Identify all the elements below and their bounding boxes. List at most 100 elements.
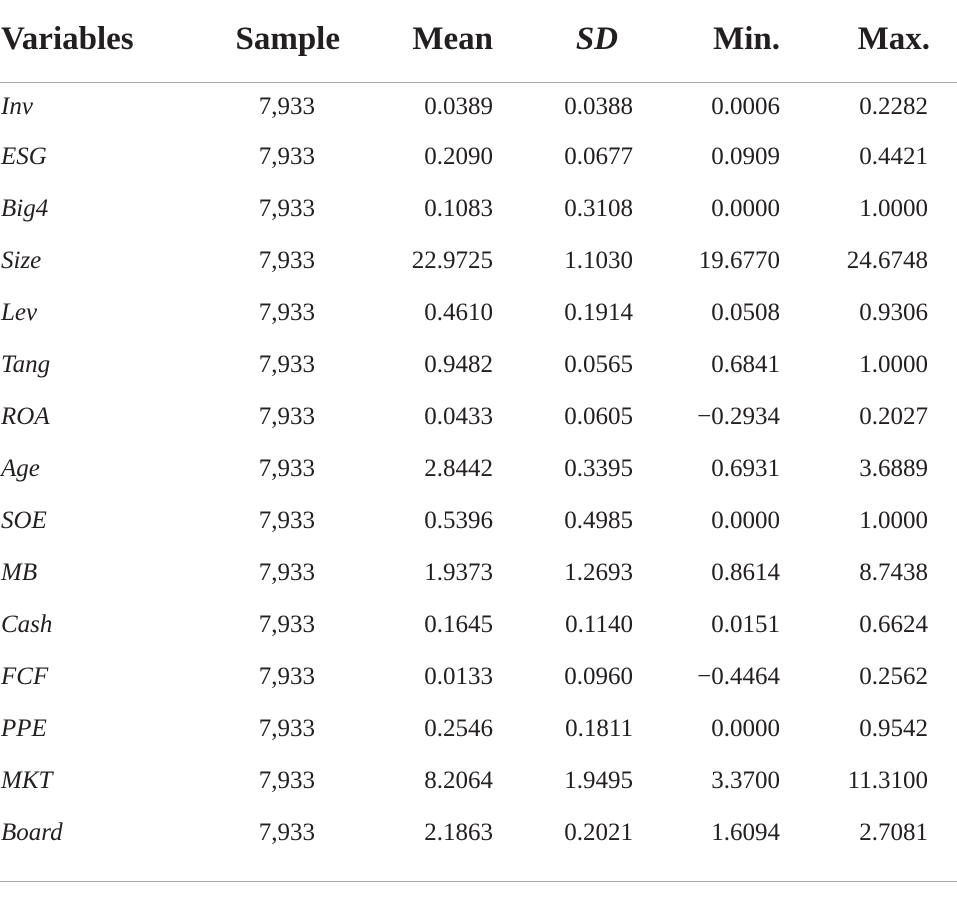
table-row: FCF 7,933 0.0133 0.0960 −0.4464 0.2562 <box>0 651 957 703</box>
cell-variable: ESG <box>1 143 47 170</box>
cell-variable: Tang <box>1 351 51 378</box>
cell-min: 0.0508 <box>711 299 780 326</box>
cell-sd: 0.0677 <box>564 143 633 170</box>
cell-sd: 0.0605 <box>564 403 633 430</box>
cell-mean: 8.2064 <box>424 767 493 794</box>
cell-sample: 7,933 <box>258 663 315 690</box>
cell-variable: MKT <box>1 767 53 794</box>
cell-sample: 7,933 <box>258 455 315 482</box>
table-bottom-rule <box>0 881 957 882</box>
cell-max: 0.2562 <box>859 663 928 690</box>
cell-sample: 7,933 <box>258 507 315 534</box>
header-max-label: Max. <box>857 20 930 57</box>
cell-variable: SOE <box>1 507 47 534</box>
cell-sd: 0.2021 <box>564 819 633 846</box>
cell-variable: PPE <box>1 715 47 742</box>
header-sample: Sample <box>190 0 355 83</box>
cell-variable: MB <box>1 559 38 586</box>
cell-min: 0.6931 <box>711 455 780 482</box>
table-row: Size 7,933 22.9725 1.1030 19.6770 24.674… <box>0 235 957 287</box>
cell-max: 2.7081 <box>859 819 928 846</box>
cell-max: 0.9306 <box>859 299 928 326</box>
cell-variable: Lev <box>1 299 38 326</box>
cell-max: 0.2027 <box>859 403 928 430</box>
cell-max: 1.0000 <box>859 507 928 534</box>
cell-min: 1.6094 <box>711 819 780 846</box>
cell-mean: 0.0389 <box>424 93 493 120</box>
cell-sd: 1.2693 <box>564 559 633 586</box>
cell-sample: 7,933 <box>258 559 315 586</box>
cell-mean: 0.1083 <box>424 195 493 222</box>
cell-sd: 0.1140 <box>565 611 633 638</box>
table-row: Inv 7,933 0.0389 0.0388 0.0006 0.2282 <box>0 83 957 132</box>
cell-sd: 1.9495 <box>564 767 633 794</box>
table-row: PPE 7,933 0.2546 0.1811 0.0000 0.9542 <box>0 703 957 755</box>
cell-sample: 7,933 <box>258 767 315 794</box>
table-row: ROA 7,933 0.0433 0.0605 −0.2934 0.2027 <box>0 391 957 443</box>
table-row: Age 7,933 2.8442 0.3395 0.6931 3.6889 <box>0 443 957 495</box>
cell-variable: Size <box>1 247 42 274</box>
cell-mean: 0.2090 <box>424 143 493 170</box>
header-mean-label: Mean <box>412 20 493 57</box>
cell-sd: 0.0388 <box>564 93 633 120</box>
cell-mean: 0.0133 <box>424 663 493 690</box>
cell-sample: 7,933 <box>258 195 315 222</box>
cell-max: 1.0000 <box>859 351 928 378</box>
cell-max: 11.3100 <box>847 767 928 794</box>
cell-max: 0.2282 <box>859 93 928 120</box>
cell-sample: 7,933 <box>258 611 315 638</box>
cell-min: 0.0000 <box>711 195 780 222</box>
cell-sd: 0.1914 <box>564 299 633 326</box>
cell-sample: 7,933 <box>258 93 315 120</box>
cell-sample: 7,933 <box>258 299 315 326</box>
cell-min: 19.6770 <box>698 247 780 274</box>
cell-sample: 7,933 <box>258 143 315 170</box>
cell-mean: 0.1645 <box>424 611 493 638</box>
cell-sd: 0.0565 <box>564 351 633 378</box>
cell-sd: 0.3108 <box>564 195 633 222</box>
cell-max: 1.0000 <box>859 195 928 222</box>
header-max: Max. <box>790 0 957 83</box>
cell-min: 0.8614 <box>711 559 780 586</box>
table-row: MKT 7,933 8.2064 1.9495 3.3700 11.3100 <box>0 755 957 807</box>
table-row: Lev 7,933 0.4610 0.1914 0.0508 0.9306 <box>0 287 957 339</box>
cell-variable: Big4 <box>1 195 49 222</box>
cell-sample: 7,933 <box>258 819 315 846</box>
cell-sample: 7,933 <box>258 403 315 430</box>
cell-mean: 1.9373 <box>424 559 493 586</box>
cell-mean: 2.1863 <box>424 819 493 846</box>
cell-variable: Age <box>1 455 40 482</box>
cell-max: 8.7438 <box>859 559 928 586</box>
cell-sample: 7,933 <box>258 715 315 742</box>
cell-mean: 0.9482 <box>424 351 493 378</box>
cell-min: −0.4464 <box>697 663 780 690</box>
cell-min: 0.6841 <box>711 351 780 378</box>
cell-mean: 0.2546 <box>424 715 493 742</box>
table-row: ESG 7,933 0.2090 0.0677 0.0909 0.4421 <box>0 131 957 183</box>
cell-sd: 0.0960 <box>564 663 633 690</box>
cell-min: 0.0000 <box>711 715 780 742</box>
table-row: Board 7,933 2.1863 0.2021 1.6094 2.7081 <box>0 807 957 859</box>
cell-sample: 7,933 <box>258 247 315 274</box>
cell-variable: ROA <box>1 403 50 430</box>
table-row: Tang 7,933 0.9482 0.0565 0.6841 1.0000 <box>0 339 957 391</box>
cell-mean: 2.8442 <box>424 455 493 482</box>
table-row: Big4 7,933 0.1083 0.3108 0.0000 1.0000 <box>0 183 957 235</box>
cell-max: 0.6624 <box>859 611 928 638</box>
cell-min: 0.0151 <box>711 611 780 638</box>
cell-sd: 0.4985 <box>564 507 633 534</box>
header-sample-label: Sample <box>235 20 340 57</box>
header-min: Min. <box>648 0 790 83</box>
table-row: Cash 7,933 0.1645 0.1140 0.0151 0.6624 <box>0 599 957 651</box>
table-row: MB 7,933 1.9373 1.2693 0.8614 8.7438 <box>0 547 957 599</box>
table-header: Variables Sample Mean SD Min. Max. <box>0 0 957 83</box>
cell-mean: 0.5396 <box>424 507 493 534</box>
cell-mean: 0.0433 <box>424 403 493 430</box>
header-sd-label: SD <box>575 20 618 57</box>
table-row: SOE 7,933 0.5396 0.4985 0.0000 1.0000 <box>0 495 957 547</box>
cell-min: 0.0000 <box>711 507 780 534</box>
header-sd: SD <box>503 0 648 83</box>
cell-sd: 1.1030 <box>564 247 633 274</box>
stats-table: Variables Sample Mean SD Min. Max. Inv 7… <box>0 0 957 859</box>
